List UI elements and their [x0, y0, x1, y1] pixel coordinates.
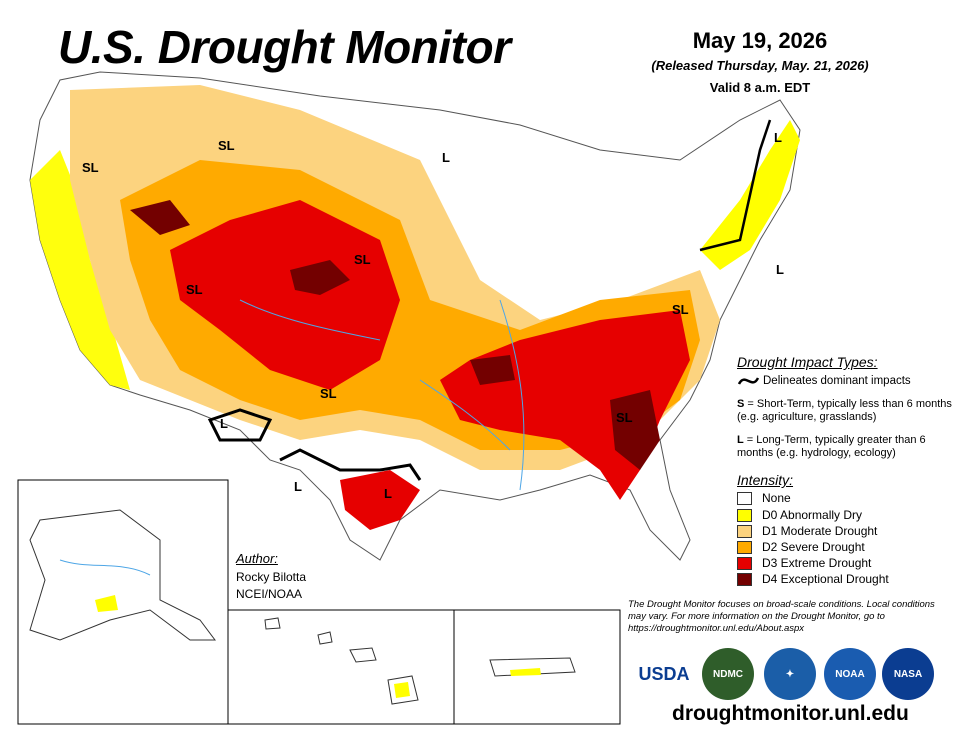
label-l-west-texas: L: [294, 479, 302, 494]
swatch-d1: [737, 524, 752, 538]
impact-boundary-texas: [279, 448, 422, 481]
impact-boundary-east: [699, 119, 772, 252]
alaska-rivers: [59, 559, 151, 576]
legend-row-d2: D2 Severe Drought: [737, 540, 865, 554]
d3-plains: [170, 200, 400, 390]
swatch-d0: [737, 508, 752, 522]
label-sl-virginia: SL: [672, 302, 689, 317]
label-l-minnesota: L: [442, 150, 450, 165]
nasa-logo: NASA: [882, 648, 934, 700]
impact-short-text: = Short-Term, typically less than 6 mont…: [737, 398, 952, 423]
impact-types-header: Drought Impact Types:: [737, 354, 878, 370]
label-l-central-texas: L: [384, 486, 392, 501]
legend-label-d0: D0 Abnormally Dry: [762, 508, 863, 522]
label-l-maine: L: [774, 130, 782, 145]
legend-label-d3: D3 Extreme Drought: [762, 556, 872, 570]
site-url[interactable]: droughtmonitor.unl.edu: [672, 702, 909, 725]
impact-long-term: L = Long-Term, typically greater than 6 …: [737, 434, 957, 460]
legend-label-d4: D4 Exceptional Drought: [762, 572, 889, 586]
d4-arkansas: [470, 355, 515, 385]
disclaimer-text: The Drought Monitor focuses on broad-sca…: [628, 599, 935, 634]
label-l-northeast: L: [776, 262, 784, 277]
impact-delineates: Delineates dominant impacts: [737, 375, 911, 387]
author-org: NCEI/NOAA: [236, 587, 303, 601]
label-sl-oregon: SL: [82, 160, 99, 175]
intensity-header: Intensity:: [737, 472, 794, 488]
legend-row-d0: D0 Abnormally Dry: [737, 508, 862, 522]
impact-long-text: = Long-Term, typically greater than 6 mo…: [737, 434, 926, 459]
delineation-curve-icon: [737, 377, 760, 385]
puerto-rico-inset-frame: [453, 609, 621, 725]
river-lines: [239, 299, 525, 491]
swatch-d2: [737, 540, 752, 554]
map-date: May 19, 2026: [692, 28, 828, 53]
impact-boundary-nm: [207, 408, 273, 442]
d4-plains: [290, 260, 350, 295]
alaska-d0: [95, 595, 118, 612]
label-sl-southeast: SL: [616, 410, 633, 425]
d4-idaho: [130, 200, 190, 235]
puerto-rico-d0: [510, 668, 541, 676]
label-sl-nebraska: SL: [354, 252, 371, 267]
legend-row-d3: D3 Extreme Drought: [737, 556, 871, 570]
commerce-seal-icon: ✦: [764, 648, 816, 700]
author-header: Author:: [236, 551, 278, 566]
impact-delineates-text: Delineates dominant impacts: [763, 375, 911, 387]
impact-short-term: S = Short-Term, typically less than 6 mo…: [737, 398, 957, 424]
hawaii-inset-frame: [227, 609, 455, 725]
d3-texas: [340, 470, 420, 530]
noaa-logo: NOAA: [824, 648, 876, 700]
valid-time: Valid 8 a.m. EDT: [709, 80, 811, 95]
label-l-new-mexico: L: [220, 416, 228, 431]
hawaii-d0: [394, 682, 410, 698]
alaska-inset-frame: [17, 479, 229, 725]
legend-row-d1: D1 Moderate Drought: [737, 524, 877, 538]
d0-west-coast: [30, 150, 130, 390]
impact-long-key: L: [737, 434, 744, 446]
swatch-none: [737, 491, 752, 505]
usda-logo: USDA: [636, 648, 692, 700]
label-sl-texas-panhandle: SL: [320, 386, 337, 401]
label-sl-utah: SL: [186, 282, 203, 297]
legend-row-none: None: [737, 491, 791, 505]
ndmc-logo: NDMC: [702, 648, 754, 700]
release-date: (Released Thursday, May. 21, 2026): [651, 58, 869, 73]
impact-short-key: S: [737, 398, 745, 410]
swatch-d3: [737, 556, 752, 570]
d4-southeast: [610, 390, 660, 470]
legend-row-d4: D4 Exceptional Drought: [737, 572, 889, 586]
map-title: U.S. Drought Monitor: [58, 21, 511, 73]
alaska-outline: [29, 509, 216, 641]
label-sl-idaho: SL: [218, 138, 235, 153]
legend-label-none: None: [762, 491, 791, 505]
author-name: Rocky Bilotta: [236, 570, 307, 584]
swatch-d4: [737, 572, 752, 586]
legend-label-d1: D1 Moderate Drought: [762, 524, 878, 538]
legend-label-d2: D2 Severe Drought: [762, 540, 865, 554]
